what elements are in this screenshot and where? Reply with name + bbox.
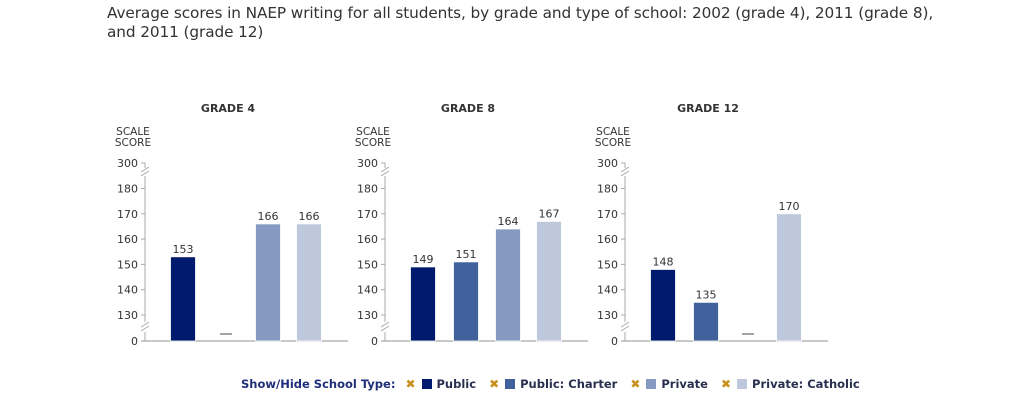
- data-label: 166: [258, 210, 279, 223]
- axis-break-mark: [380, 170, 390, 177]
- y-axis-label: SCALE: [356, 126, 390, 138]
- bar: [255, 223, 281, 342]
- data-label: 166: [299, 210, 320, 223]
- y-tick-label: 140: [357, 284, 378, 297]
- y-tick-label: 300: [597, 157, 618, 170]
- y-tick-label: 170: [117, 208, 138, 221]
- bar: [453, 261, 479, 342]
- axis-break-mark: [380, 321, 390, 328]
- y-tick-label: 180: [357, 183, 378, 196]
- bar: [410, 266, 436, 342]
- y-tick-label: 160: [357, 233, 378, 246]
- data-label: 151: [456, 248, 477, 261]
- y-tick-label: 140: [117, 284, 138, 297]
- chart-title: Average scores in NAEP writing for all s…: [107, 4, 934, 41]
- panel-title: GRADE 4: [201, 102, 255, 115]
- data-label: 167: [539, 207, 560, 220]
- bar: [170, 256, 196, 342]
- bar: [650, 269, 676, 342]
- panel-title: GRADE 12: [677, 102, 739, 115]
- data-label: 170: [779, 200, 800, 213]
- y-tick-label: 130: [597, 309, 618, 322]
- y-axis-label: SCORE: [355, 137, 391, 149]
- y-tick-label: 0: [131, 335, 138, 348]
- y-tick-label: 170: [597, 208, 618, 221]
- legend-swatch: [505, 379, 516, 389]
- y-tick-label: 0: [371, 335, 378, 348]
- legend-item-private-catholic[interactable]: ✖ Private: Catholic: [721, 377, 860, 391]
- bar: [536, 220, 562, 342]
- y-tick-label: 300: [357, 157, 378, 170]
- x-icon[interactable]: ✖: [405, 377, 416, 391]
- y-tick-label: 160: [117, 233, 138, 246]
- legend-swatch: [646, 379, 657, 389]
- legend-item-label: Public: Charter: [520, 377, 618, 391]
- bar: [296, 223, 322, 342]
- y-tick-label: 140: [597, 284, 618, 297]
- bar: [776, 213, 802, 342]
- y-tick-label: 150: [357, 258, 378, 271]
- legend-item-public[interactable]: ✖ Public: [405, 377, 476, 391]
- legend-item-private[interactable]: ✖ Private: [630, 377, 708, 391]
- y-tick-label: 150: [597, 258, 618, 271]
- y-tick-label: 180: [597, 183, 618, 196]
- legend-swatch: [421, 379, 432, 389]
- legend-label: Show/Hide School Type:: [241, 377, 396, 391]
- axis-break-mark: [140, 325, 150, 332]
- y-axis-line: [621, 162, 626, 168]
- bar: [495, 228, 521, 342]
- y-tick-label: 170: [357, 208, 378, 221]
- axis-break-mark: [380, 166, 390, 173]
- legend-item-public-charter[interactable]: ✖ Public: Charter: [489, 377, 617, 391]
- data-label: 149: [413, 253, 434, 266]
- y-tick-label: 130: [357, 309, 378, 322]
- axis-break-mark: [620, 321, 630, 328]
- axis-break-mark: [140, 166, 150, 173]
- axis-break-mark: [620, 325, 630, 332]
- x-icon[interactable]: ✖: [630, 377, 641, 391]
- panel-title: GRADE 8: [441, 102, 495, 115]
- axis-break-mark: [380, 325, 390, 332]
- axis-break-mark: [620, 166, 630, 173]
- legend-swatch: [737, 379, 748, 389]
- legend-item-label: Private: [661, 377, 708, 391]
- axis-break-mark: [140, 170, 150, 177]
- y-axis-label: SCALE: [596, 126, 630, 138]
- legend-item-label: Public: [436, 377, 477, 391]
- y-tick-label: 180: [117, 183, 138, 196]
- y-tick-label: 150: [117, 258, 138, 271]
- x-icon[interactable]: ✖: [720, 377, 732, 391]
- data-label: 164: [498, 215, 519, 228]
- data-label: 148: [653, 255, 674, 268]
- y-axis-label: SCALE: [116, 126, 150, 138]
- y-axis-line: [381, 162, 386, 168]
- y-axis-label: SCORE: [595, 137, 631, 149]
- y-tick-label: 130: [117, 309, 138, 322]
- y-tick-label: 0: [611, 335, 618, 348]
- legend: Show/Hide School Type: ✖ Public ✖ Public…: [241, 377, 873, 391]
- y-tick-label: 160: [597, 233, 618, 246]
- bar: [693, 301, 719, 342]
- data-label: 153: [173, 243, 194, 256]
- y-axis-line: [141, 162, 146, 168]
- axis-break-mark: [140, 321, 150, 328]
- y-axis-label: SCORE: [115, 137, 151, 149]
- y-tick-label: 300: [117, 157, 138, 170]
- axis-break-mark: [620, 170, 630, 177]
- x-icon[interactable]: ✖: [489, 377, 500, 391]
- legend-item-label: Private: Catholic: [752, 377, 860, 391]
- data-label: 135: [696, 288, 717, 301]
